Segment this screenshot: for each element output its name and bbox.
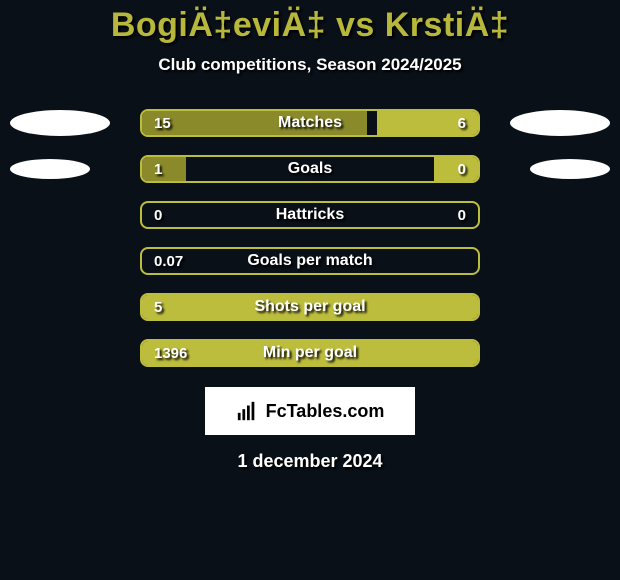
stat-label: Matches [142, 111, 478, 135]
stat-label: Goals [142, 157, 478, 181]
stat-bar: 10Goals [140, 155, 480, 183]
logo-icon [236, 400, 258, 422]
player-ellipse-right [510, 110, 610, 136]
stat-bar: 156Matches [140, 109, 480, 137]
footer-date: 1 december 2024 [237, 451, 382, 472]
player-ellipse-right [530, 159, 610, 179]
logo-box: FcTables.com [205, 387, 415, 435]
stat-rows: 156Matches 10Goals 00Hattricks 0.07Goals pe… [0, 109, 620, 367]
infographic-root: BogiÄ‡eviÄ‡ vs KrstiÄ‡ Club competitions… [0, 0, 620, 580]
stat-row: 00Hattricks [0, 201, 620, 229]
logo-text: FcTables.com [266, 401, 385, 422]
stat-row: 0.07Goals per match [0, 247, 620, 275]
page-subtitle: Club competitions, Season 2024/2025 [158, 55, 461, 75]
stat-bar: 5Shots per goal [140, 293, 480, 321]
stat-row: 10Goals [0, 155, 620, 183]
stat-bar: 0.07Goals per match [140, 247, 480, 275]
player-ellipse-left [10, 110, 110, 136]
stat-bar: 00Hattricks [140, 201, 480, 229]
stat-row: 156Matches [0, 109, 620, 137]
page-title: BogiÄ‡eviÄ‡ vs KrstiÄ‡ [111, 6, 509, 45]
stat-label: Goals per match [142, 249, 478, 273]
stat-label: Shots per goal [142, 295, 478, 319]
stat-row: 1396Min per goal [0, 339, 620, 367]
stat-label: Min per goal [142, 341, 478, 365]
stat-bar: 1396Min per goal [140, 339, 480, 367]
stat-row: 5Shots per goal [0, 293, 620, 321]
player-ellipse-left [10, 159, 90, 179]
stat-label: Hattricks [142, 203, 478, 227]
